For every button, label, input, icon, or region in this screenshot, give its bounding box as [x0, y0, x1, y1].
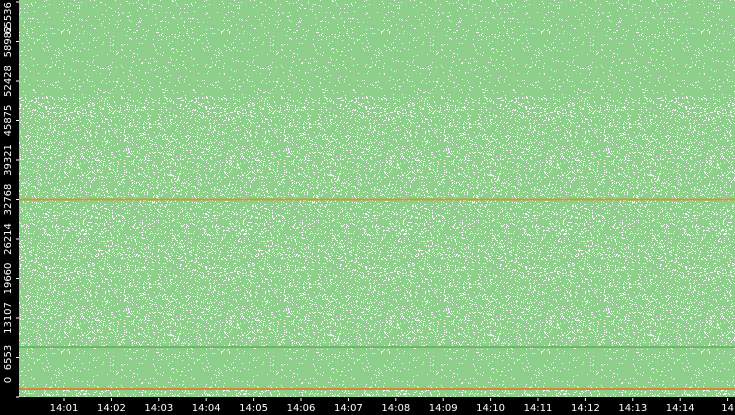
y-tick-label: 52428 — [3, 65, 14, 97]
x-tick-label: 14:06 — [287, 403, 316, 414]
x-tick-label: 14:09 — [429, 403, 458, 414]
y-tick-label: 65536 — [3, 2, 14, 34]
x-tick-label: 14:02 — [97, 403, 126, 414]
x-tick-label: 14:01 — [50, 403, 79, 414]
y-tick-label: 39321 — [3, 144, 14, 176]
density-region — [19, 0, 735, 97]
x-tick-label: 14:11 — [524, 403, 553, 414]
x-tick-label: 14 — [721, 403, 734, 414]
x-tick-label: 14:03 — [144, 403, 173, 414]
x-tick-label: 14:10 — [476, 403, 505, 414]
x-tick-label: 14:05 — [239, 403, 268, 414]
x-tick-label: 14:12 — [571, 403, 600, 414]
x-tick-label: 14:08 — [381, 403, 410, 414]
y-tick-label: 19660 — [3, 263, 14, 295]
x-tick-label: 14:13 — [618, 403, 647, 414]
y-tick-label: 6553 — [3, 345, 14, 370]
x-tick-label: 14:14 — [666, 403, 695, 414]
x-tick-label: 14:04 — [192, 403, 221, 414]
y-tick-label: 32768 — [3, 184, 14, 216]
y-tick-label: 58982 — [3, 26, 14, 58]
y-tick-label: 45875 — [3, 105, 14, 137]
y-tick-label: 13107 — [3, 302, 14, 334]
density-region — [19, 348, 735, 388]
y-tick-label: 26214 — [3, 223, 14, 255]
x-tick-label: 14:07 — [334, 403, 363, 414]
y-tick-label: 0 — [3, 377, 14, 383]
